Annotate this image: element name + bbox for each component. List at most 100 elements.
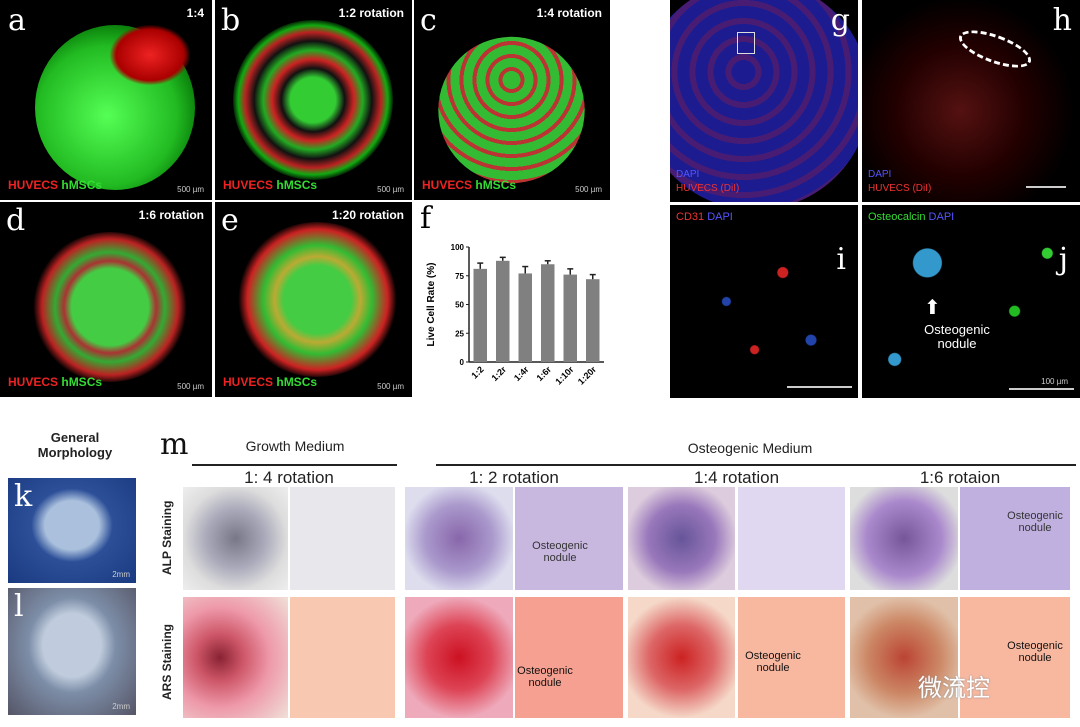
- y-tick-label: 25: [455, 329, 464, 338]
- spheroid-image: [30, 232, 190, 382]
- ratio-label: 1:4 rotation: [536, 6, 602, 20]
- group-label: 1:4 rotation: [693, 468, 780, 487]
- spheroid-image: [670, 0, 858, 202]
- scale-bar: 500 µm: [575, 185, 602, 194]
- legend: Osteocalcin DAPI: [868, 211, 954, 223]
- legend-huvecs: HUVECS: [8, 178, 59, 192]
- scale-bar: 500 µm: [377, 382, 404, 391]
- legend-dapi: DAPI: [868, 169, 892, 180]
- nodule-annotation: Osteogenic nodule: [1007, 510, 1063, 535]
- header-divider: [192, 464, 397, 466]
- legend-hmscs: hMSCs: [61, 375, 103, 389]
- header-divider: [436, 464, 1076, 466]
- nodule-annotation: Osteogenic nodule: [924, 322, 990, 352]
- ars-staining-image: [515, 597, 623, 718]
- panel-letter: c: [420, 3, 437, 38]
- alp-staining-image: [738, 487, 845, 590]
- legend: CD31 DAPI: [676, 211, 733, 223]
- osteogenic-medium-header: Osteogenic Medium: [687, 440, 813, 456]
- legend: HUVECS hMSCs: [223, 178, 317, 192]
- x-tick-label: 1:20r: [576, 364, 599, 387]
- y-tick-label: 50: [455, 301, 464, 310]
- panel-letter: l: [14, 589, 24, 624]
- zoom-region-box: [737, 32, 755, 54]
- x-tick-label: 1:10r: [553, 364, 576, 387]
- nodule-annotation: Osteogenic nodule: [517, 665, 573, 690]
- group-label: 1: 2 rotation: [469, 468, 559, 487]
- legend-hmscs: hMSCs: [61, 178, 103, 192]
- legend-osteocalcin: Osteocalcin: [868, 211, 926, 223]
- panel-letter: b: [221, 3, 241, 38]
- nodule-annotation: Osteogenic nodule: [745, 650, 801, 675]
- huvec-cluster: [110, 25, 190, 85]
- spheroid-image: [438, 36, 585, 184]
- ars-staining-image: [850, 597, 958, 718]
- panel-g: g DAPI HUVECS (DiI): [670, 0, 858, 202]
- scale-bar-line: [1009, 388, 1074, 390]
- ars-staining-image: [290, 597, 395, 718]
- ars-staining-image: [405, 597, 513, 718]
- panel-j: j Osteocalcin DAPI ⬆ Osteogenic nodule 1…: [862, 205, 1080, 398]
- panel-l: l 2mm: [8, 588, 136, 715]
- spheroid-image: [233, 20, 393, 180]
- nodule-annotation: Osteogenic nodule: [1007, 640, 1063, 665]
- legend-dapi: DAPI: [707, 211, 733, 223]
- x-tick-label: 1:4r: [512, 364, 531, 383]
- watermark: 微流控: [918, 675, 990, 702]
- alp-staining-image: [405, 487, 513, 590]
- y-axis-label: Live Cell Rate (%): [426, 263, 437, 347]
- row-label-alp: ALP Staining: [160, 500, 174, 575]
- panel-letter: m: [160, 427, 189, 462]
- panel-i: i CD31 DAPI: [670, 205, 858, 398]
- x-tick-label: 1:6r: [534, 364, 553, 383]
- legend: HUVECS hMSCs: [8, 375, 102, 389]
- panel-letter: e: [221, 203, 239, 238]
- ratio-label: 1:6 rotation: [138, 208, 204, 222]
- scale-bar-line: [787, 386, 852, 388]
- legend: HUVECS hMSCs: [422, 178, 516, 192]
- panel-letter: f: [420, 202, 432, 236]
- scale-bar: 500 µm: [177, 185, 204, 194]
- bar: [586, 279, 600, 362]
- y-tick-label: 100: [451, 243, 465, 252]
- group-label: 1: 4 rotation: [244, 468, 334, 487]
- scale-bar: 500 µm: [377, 185, 404, 194]
- panel-e: e 1:20 rotation HUVECS hMSCs 500 µm: [215, 202, 412, 397]
- ars-staining-image: [628, 597, 735, 718]
- bar: [496, 260, 510, 362]
- dashed-outline: [954, 22, 1036, 76]
- panel-b: b 1:2 rotation HUVECS hMSCs 500 µm: [215, 0, 412, 200]
- alp-staining-image: [960, 487, 1070, 590]
- bar: [541, 264, 555, 362]
- row-label-ars: ARS Staining: [160, 623, 174, 700]
- ratio-label: 1:2 rotation: [338, 6, 404, 20]
- alp-staining-image: [628, 487, 735, 590]
- y-tick-label: 75: [455, 272, 464, 281]
- bar: [563, 274, 577, 362]
- panel-letter: k: [14, 479, 33, 514]
- alp-staining-image: [850, 487, 958, 590]
- legend: HUVECS hMSCs: [8, 178, 102, 192]
- x-tick-label: 1:2: [469, 364, 485, 380]
- alp-staining-image: [183, 487, 288, 590]
- scale-bar-line: [1026, 186, 1066, 188]
- ratio-label: 1:20 rotation: [331, 208, 404, 222]
- bar: [473, 268, 487, 362]
- panel-h: h DAPI HUVECS (DiI): [862, 0, 1080, 202]
- legend-huvecs: HUVECS: [223, 375, 274, 389]
- panel-letter: g: [830, 3, 850, 38]
- nodule-annotation: Osteogenic nodule: [532, 540, 588, 565]
- legend-huvecs: HUVECS: [8, 375, 59, 389]
- alp-staining-image: [290, 487, 395, 590]
- legend-dapi: DAPI: [676, 169, 700, 180]
- alp-staining-image: [515, 487, 623, 590]
- y-tick-label: 0: [460, 358, 465, 367]
- legend-hmscs: hMSCs: [276, 178, 318, 192]
- legend-hmscs: hMSCs: [475, 178, 517, 192]
- spheroid-image: [235, 222, 400, 377]
- scale-bar: 2mm: [112, 702, 130, 711]
- scale-bar: 2mm: [112, 570, 130, 579]
- group-label: 1:6 rotaion: [919, 468, 1001, 487]
- legend-hmscs: hMSCs: [276, 375, 318, 389]
